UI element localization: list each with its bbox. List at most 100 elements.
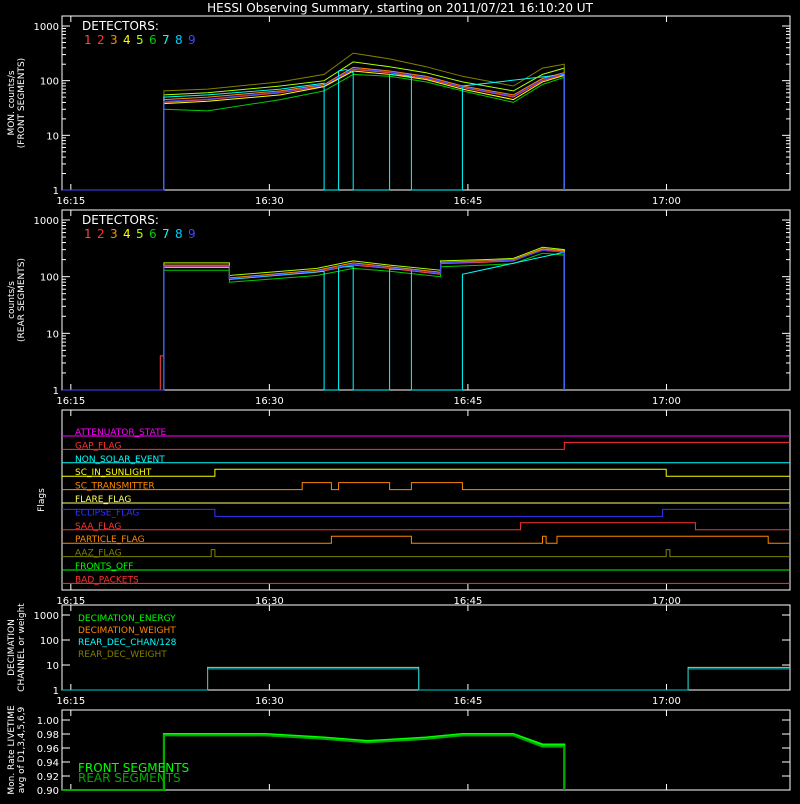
front-detector-legend-label: 1: [84, 33, 92, 47]
decimation-legend-label: DECIMATION_ENERGY: [78, 614, 176, 624]
rear-series-line: [62, 248, 565, 391]
flags-xtick-label: 16:30: [255, 596, 284, 607]
front-ytick-label: 1000: [34, 22, 59, 33]
livetime-series-line: [62, 733, 566, 791]
front-detector-legend-label: 2: [97, 33, 105, 47]
rear-detector-legend-label: 3: [110, 227, 118, 241]
rear-detector-legend-label: 8: [175, 227, 183, 241]
front-detector-legend-title: DETECTORS:: [82, 19, 159, 33]
front-ylabel-line1: MON. counts/s: [7, 70, 17, 135]
decimation-xtick-label: 16:30: [255, 696, 284, 707]
livetime-ytick-label: 0.90: [37, 786, 59, 797]
rear-frame: [61, 209, 791, 391]
front-series-line: [62, 52, 565, 191]
flags-ylabel: Flags: [37, 488, 47, 512]
livetime-ytick-label: 0.92: [37, 772, 59, 783]
front-detector-legend-label: 6: [149, 33, 157, 47]
flag-label: BAD_PACKETS: [75, 575, 139, 585]
flag-label: FLARE_FLAG: [75, 495, 131, 505]
livetime-series-line: [62, 734, 566, 791]
front-ytick-label: 1: [53, 186, 59, 197]
flag-label: SAA_FLAG: [75, 522, 121, 532]
flag-line: [62, 441, 790, 450]
rear-detector-legend-label: 1: [84, 227, 92, 241]
front-ytick-label: 10: [46, 131, 59, 142]
rear-ytick-label: 1: [53, 386, 59, 397]
flags-xtick-label: 16:15: [56, 596, 85, 607]
rear-detector-legend-label: 9: [188, 227, 196, 241]
flag-label: SC_TRANSMITTER: [75, 482, 155, 492]
decimation-xtick-label: 16:45: [454, 696, 483, 707]
rear-detector-legend-label: 2: [97, 227, 105, 241]
rear-series-line: [62, 249, 565, 391]
decimation-ytick-label: 100: [40, 636, 59, 647]
livetime-ytick-label: 0.98: [37, 730, 59, 741]
rear-detector-legend-label: 5: [136, 227, 144, 241]
flags-xtick-label: 16:45: [454, 596, 483, 607]
livetime-legend-label: FRONT SEGMENTS: [78, 761, 189, 775]
decimation-ylabel-line1: DECIMATION: [7, 619, 17, 676]
front-detector-legend-label: 9: [188, 33, 196, 47]
front-ytick-label: 100: [40, 77, 59, 88]
rear-detector-legend-label: 4: [123, 227, 131, 241]
decimation-series-line: [62, 668, 790, 691]
front-detector-legend-label: 7: [162, 33, 170, 47]
front-detector-legend-label: 4: [123, 33, 131, 47]
flag-line: [62, 535, 790, 544]
front-series-line: [62, 68, 565, 191]
flag-label: PARTICLE_FLAG: [75, 535, 145, 545]
decimation-ylabel-line2: CHANNEL or weight: [17, 603, 27, 692]
front-xtick-label: 16:15: [56, 196, 85, 207]
flag-label: ECLIPSE_FLAG: [75, 508, 139, 518]
flag-label: GAP_FLAG: [75, 441, 121, 451]
front-detector-legend-label: 8: [175, 33, 183, 47]
decimation-xtick-label: 16:15: [56, 696, 85, 707]
front-xtick-label: 16:45: [454, 196, 483, 207]
front-series-line: [62, 73, 565, 191]
rear-xtick-label: 16:30: [255, 396, 284, 407]
flag-line: [62, 522, 790, 531]
rear-series-line: [62, 252, 565, 391]
flag-label: FRONTS_OFF: [75, 562, 133, 572]
livetime-ytick-label: 0.94: [37, 758, 59, 769]
front-series-line: [62, 68, 565, 191]
front-series-line: [62, 70, 565, 191]
livetime-ylabel-line2: avg of D1,3,4,5,6,9: [17, 706, 27, 793]
front-detector-legend-label: 3: [110, 33, 118, 47]
front-xtick-label: 17:00: [652, 196, 681, 207]
livetime-ylabel-line1: Mon. Rate LIVETIME: [7, 705, 17, 795]
decimation-ytick-label: 1000: [34, 611, 59, 622]
rear-detector-legend-label: 6: [149, 227, 157, 241]
front-xtick-label: 16:30: [255, 196, 284, 207]
front-ylabel-line2: (FRONT SEGMENTS): [17, 58, 27, 148]
flag-line: [62, 549, 790, 558]
decimation-ytick-label: 1: [53, 686, 59, 697]
flags-frame: [61, 409, 791, 591]
front-detector-legend-label: 5: [136, 33, 144, 47]
livetime-frame: [61, 709, 791, 791]
rear-series-line: [62, 246, 565, 391]
flag-line: [62, 468, 790, 477]
decimation-series-line: [62, 666, 790, 691]
livetime-ytick-label: 1.00: [37, 716, 59, 727]
rear-ylabel-line1: counts/s: [7, 281, 17, 319]
decimation-legend-label: REAR_DEC_CHAN/128: [78, 638, 177, 648]
flags-xtick-label: 17:00: [652, 596, 681, 607]
rear-detector-legend-title: DETECTORS:: [82, 213, 159, 227]
decimation-ytick-label: 10: [46, 661, 59, 672]
decimation-legend-label: DECIMATION_WEIGHT: [78, 626, 176, 636]
livetime-ytick-label: 0.96: [37, 744, 59, 755]
livetime-legend-label: REAR SEGMENTS: [78, 771, 181, 785]
flag-label: AAZ_FLAG: [75, 549, 122, 559]
flag-label: NON_SOLAR_EVENT: [75, 455, 165, 465]
rear-xtick-label: 16:15: [56, 396, 85, 407]
rear-xtick-label: 17:00: [652, 396, 681, 407]
flag-line: [62, 508, 790, 517]
rear-ytick-label: 1000: [34, 216, 59, 227]
rear-detector-legend-label: 7: [162, 227, 170, 241]
flag-label: SC_IN_SUNLIGHT: [75, 468, 152, 478]
rear-ylabel-line2: (REAR SEGMENTS): [17, 258, 27, 342]
flag-line: [62, 482, 790, 491]
